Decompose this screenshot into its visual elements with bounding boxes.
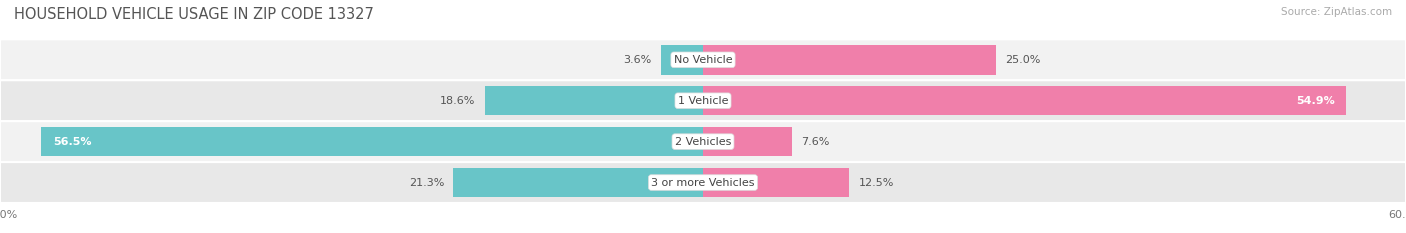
FancyBboxPatch shape <box>0 162 1406 203</box>
Bar <box>485 86 703 115</box>
Bar <box>453 168 703 197</box>
Text: 54.9%: 54.9% <box>1296 96 1334 106</box>
Text: 3.6%: 3.6% <box>623 55 651 65</box>
FancyBboxPatch shape <box>0 121 1406 162</box>
Bar <box>703 86 1347 115</box>
Text: 7.6%: 7.6% <box>801 137 830 147</box>
Text: Source: ZipAtlas.com: Source: ZipAtlas.com <box>1281 7 1392 17</box>
FancyBboxPatch shape <box>0 39 1406 80</box>
Text: 56.5%: 56.5% <box>53 137 91 147</box>
Bar <box>41 127 703 156</box>
Bar <box>703 127 792 156</box>
Text: HOUSEHOLD VEHICLE USAGE IN ZIP CODE 13327: HOUSEHOLD VEHICLE USAGE IN ZIP CODE 1332… <box>14 7 374 22</box>
Text: 18.6%: 18.6% <box>440 96 475 106</box>
Text: 25.0%: 25.0% <box>1005 55 1040 65</box>
FancyBboxPatch shape <box>0 80 1406 121</box>
Text: 21.3%: 21.3% <box>409 178 444 188</box>
Text: 2 Vehicles: 2 Vehicles <box>675 137 731 147</box>
Bar <box>661 45 703 75</box>
Bar <box>703 168 849 197</box>
Text: 3 or more Vehicles: 3 or more Vehicles <box>651 178 755 188</box>
Text: No Vehicle: No Vehicle <box>673 55 733 65</box>
Text: 12.5%: 12.5% <box>859 178 894 188</box>
Bar <box>703 45 995 75</box>
Text: 1 Vehicle: 1 Vehicle <box>678 96 728 106</box>
